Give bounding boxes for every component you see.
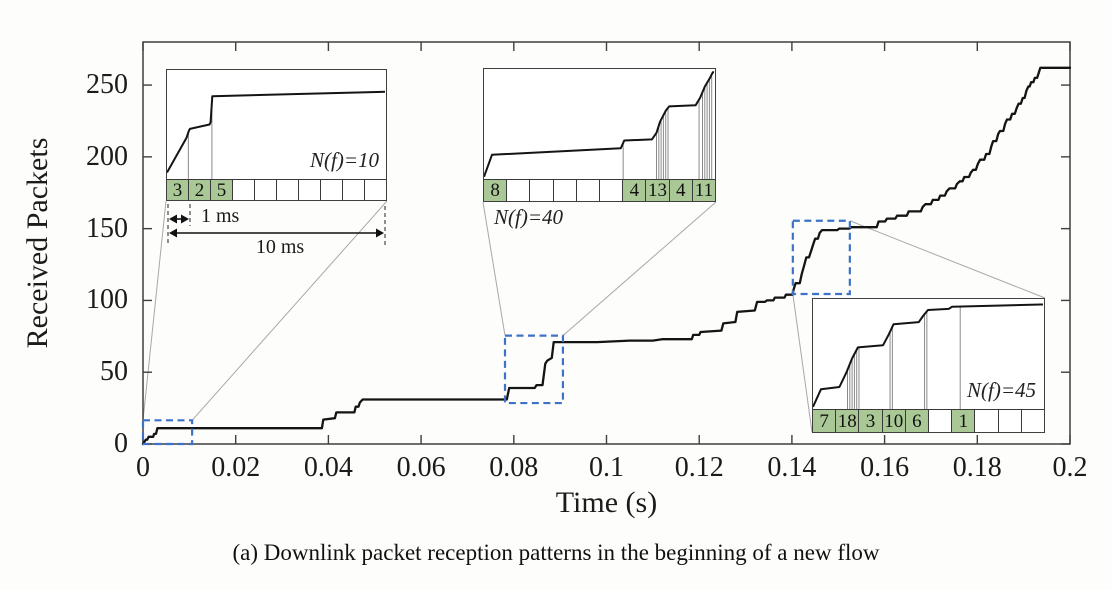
inset-nf45: 7 18 3 10 6 1 N(f)=45: [812, 298, 1045, 433]
ms-slot-cell-filled: 5: [211, 180, 233, 200]
inset-nf45-label: N(f)=45: [967, 378, 1036, 402]
ten-ms-arrow-head-right: [376, 228, 384, 238]
zoom-connector-line: [482, 201, 506, 336]
one-ms-arrow-head-right: [181, 214, 189, 224]
zoom-connector-line: [142, 200, 167, 421]
ms-slot-cell-filled: 18: [836, 410, 860, 432]
inset-nf40-label: N(f)=40: [494, 205, 563, 229]
ms-slot-cell-empty: [365, 180, 386, 200]
ms-slot-cell-filled: 3: [167, 180, 189, 200]
inset-nf10-curve: [167, 90, 385, 179]
ms-slot-cell-filled: 10: [882, 410, 906, 432]
ms-slot-cell-empty: [554, 180, 577, 201]
ms-slot-cell-empty: [929, 410, 953, 432]
y-tick-label: 100: [86, 284, 128, 316]
x-tick-label: 0.18: [952, 452, 1002, 483]
ms-slot-cell-filled: 1: [952, 410, 976, 432]
zoom-region-box: [503, 334, 565, 405]
ms-slot-cell-filled: 4: [669, 180, 693, 201]
zoom-region-box: [791, 219, 851, 296]
ten-ms-label: 10 ms: [255, 236, 305, 258]
ms-slot-cell-empty: [343, 180, 365, 200]
ms-slot-cell-empty: [1022, 410, 1044, 432]
ms-slot-cell-empty: [600, 180, 624, 201]
ms-slot-cell-empty: [299, 180, 321, 200]
x-tick-label: 0: [136, 452, 150, 483]
inset-nf40-cells: 8 4 13 4 11: [484, 179, 716, 201]
y-tick-label: 200: [86, 140, 128, 172]
figure-caption: (a) Downlink packet reception patterns i…: [232, 540, 880, 565]
ms-slot-cell-filled: 6: [905, 410, 930, 432]
x-tick-label: 0.04: [303, 452, 353, 483]
ms-slot-cell-filled: 8: [484, 180, 508, 201]
ms-slot-cell-empty: [975, 410, 999, 432]
zoom-connector-line: [562, 201, 717, 336]
inset-curve-line: [167, 90, 385, 173]
ms-slot-cell-empty: [321, 180, 343, 200]
received-packets-curve: [141, 66, 1072, 446]
ten-ms-arrow-head-left: [169, 228, 177, 238]
x-tick-label: 0.16: [860, 452, 910, 483]
ms-slot-cell-filled: 11: [692, 180, 716, 201]
ms-slot-cell-empty: [530, 180, 554, 201]
ms-slot-cell-filled: 2: [189, 180, 211, 200]
ms-slot-cell-filled: 3: [859, 410, 883, 432]
y-tick-label: 150: [86, 212, 128, 244]
x-tick-label: 0.14: [767, 452, 817, 483]
inset-nf40-curve: [484, 71, 714, 179]
ms-slot-cell-filled: 7: [813, 410, 837, 432]
inset-curve-line: [813, 303, 1043, 408]
zoom-connector-line: [849, 220, 1046, 299]
zoom-connector-line: [792, 293, 813, 433]
ms-slot-cell-empty: [277, 180, 299, 200]
inset-nf45-curve: [813, 303, 1043, 409]
ms-slot-cell-filled: 13: [646, 180, 670, 201]
ms-slot-cell-empty: [507, 180, 531, 201]
y-tick-label: 0: [114, 428, 128, 459]
zoom-region-box: [141, 419, 194, 446]
x-tick-label: 0.12: [674, 452, 724, 483]
inset-nf45-cells: 7 18 3 10 6 1: [813, 409, 1044, 432]
ms-slot-cell-empty: [999, 410, 1022, 432]
ms-slot-cell-empty: [577, 180, 601, 201]
x-tick-label: 0.08: [489, 452, 539, 483]
inset-nf40: 8 4 13 4 11 N(f)=40: [483, 68, 716, 229]
ms-slot-cell-filled: 4: [623, 180, 647, 201]
y-tick-label: 250: [86, 69, 128, 101]
inset-nf10-label: N(f)=10: [310, 148, 379, 172]
x-tick-label: 0.02: [211, 452, 261, 483]
time-scale-annotation: [167, 204, 386, 246]
one-ms-arrow-head-left: [169, 214, 177, 224]
zoom-connector-line: [191, 200, 388, 421]
ms-slot-cell-empty: [255, 180, 277, 200]
ms-slot-cell-empty: [233, 180, 255, 200]
x-axis-title: Time (s): [555, 486, 658, 519]
inset-curve-line: [484, 71, 714, 178]
x-tick-label: 0.1: [589, 452, 624, 483]
x-tick-label: 0.06: [396, 452, 446, 483]
one-ms-label: 1 ms: [201, 205, 240, 227]
y-tick-label: 50: [100, 356, 128, 388]
x-tick-label: 0.2: [1052, 452, 1088, 483]
